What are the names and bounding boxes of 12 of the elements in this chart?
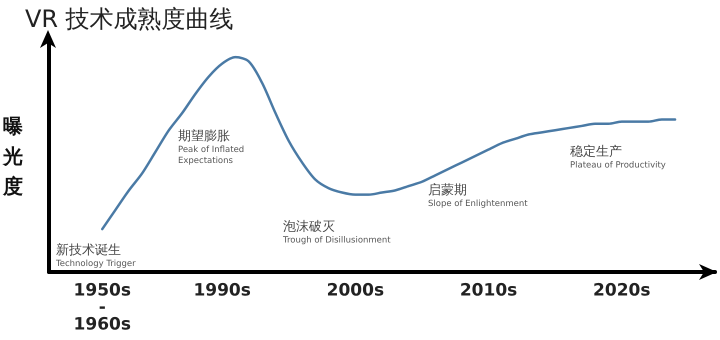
- x-tick-label: 2020s: [593, 280, 650, 300]
- x-tick-label: 1990s: [193, 280, 251, 300]
- annotation: 启蒙期 Slope of Enlightenment: [428, 182, 528, 209]
- annotation: 泡沫破灭 Trough of Disillusionment: [282, 219, 392, 246]
- x-tick-label: 1950s - 1960s: [74, 280, 131, 334]
- chart-title: VR 技术成熟度曲线: [25, 5, 234, 33]
- x-tick-label: 2000s: [326, 280, 384, 300]
- annotation: 新技术诞生 Technology Trigger: [55, 243, 136, 270]
- x-tick-label: 2010s: [460, 280, 518, 300]
- annotation: 期望膨胀 Peak of Inflated Expectations: [178, 129, 244, 166]
- y-axis-title: 曝光度: [2, 114, 23, 198]
- annotation: 稳定生产 Plateau of Productivity: [570, 144, 666, 170]
